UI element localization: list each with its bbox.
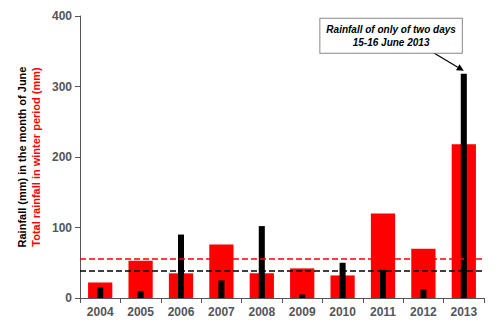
svg-text:0: 0 bbox=[65, 291, 72, 305]
svg-text:200: 200 bbox=[52, 150, 72, 164]
svg-text:2007: 2007 bbox=[208, 305, 235, 319]
svg-text:2008: 2008 bbox=[248, 305, 275, 319]
svg-text:100: 100 bbox=[52, 221, 72, 235]
svg-text:2013: 2013 bbox=[450, 305, 477, 319]
svg-text:2009: 2009 bbox=[289, 305, 316, 319]
svg-text:300: 300 bbox=[52, 80, 72, 94]
svg-text:2011: 2011 bbox=[370, 305, 396, 319]
svg-text:2010: 2010 bbox=[329, 305, 356, 319]
svg-text:2006: 2006 bbox=[168, 305, 195, 319]
svg-text:400: 400 bbox=[52, 9, 72, 23]
svg-text:2004: 2004 bbox=[87, 305, 114, 319]
svg-text:Rainfall (mm) in the month of: Rainfall (mm) in the month of June bbox=[16, 67, 28, 248]
svg-text:Total rainfall in winter perio: Total rainfall in winter period (mm) bbox=[30, 67, 42, 247]
svg-text:2005: 2005 bbox=[127, 305, 154, 319]
svg-text:2012: 2012 bbox=[410, 305, 437, 319]
svg-text:Rainfall of only of two days: Rainfall of only of two days bbox=[326, 24, 456, 35]
svg-text:15-16 June 2013: 15-16 June 2013 bbox=[353, 37, 430, 48]
